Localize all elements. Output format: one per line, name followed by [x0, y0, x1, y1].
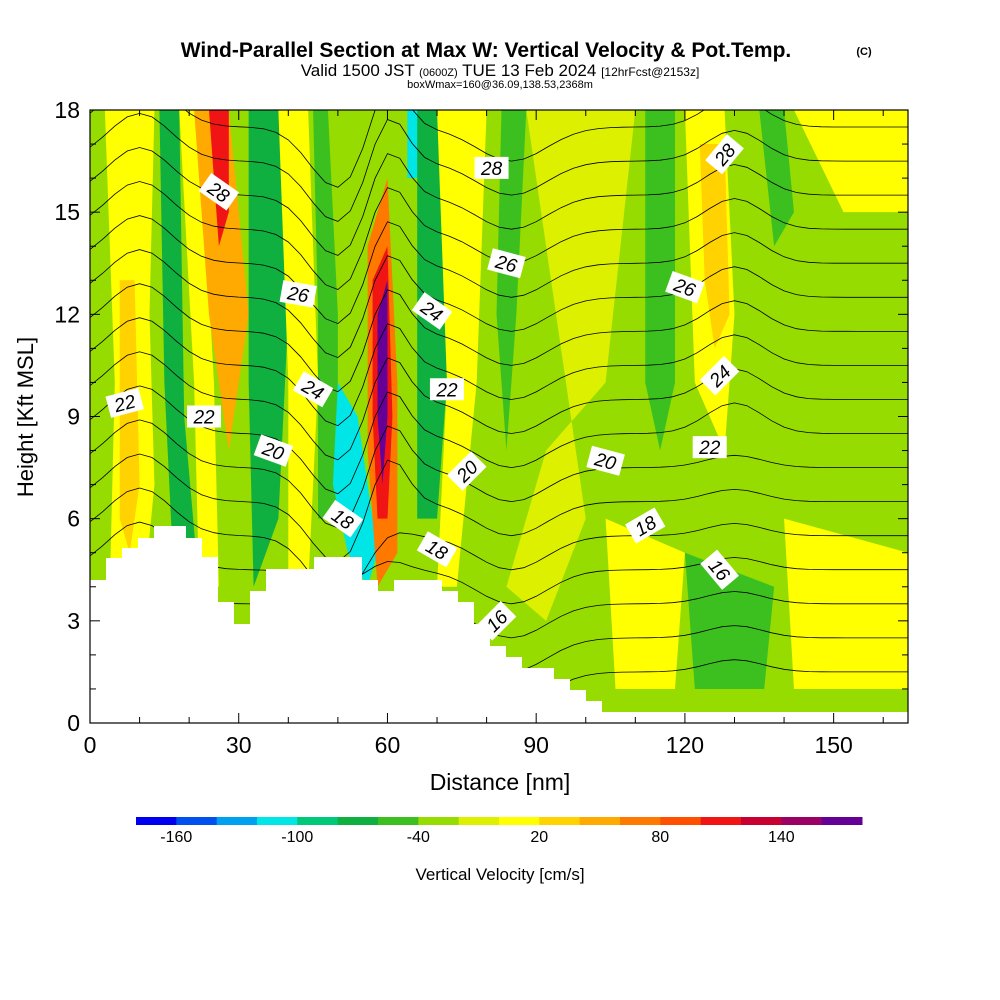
colorbar-swatch [821, 817, 863, 825]
colorbar-tick-label: 20 [530, 829, 548, 846]
y-tick-label: 18 [54, 97, 80, 123]
colorbar-swatch [660, 817, 702, 825]
field-band-yellow-6 [437, 110, 487, 587]
y-tick-label: 0 [67, 710, 80, 736]
field-band-green-low [684, 552, 775, 689]
terrain-mask [90, 526, 908, 723]
contour-label: 28 [474, 156, 509, 180]
x-tick-label: 0 [84, 732, 97, 758]
field-band-green-9 [645, 110, 675, 451]
theta-contour-line [90, 453, 908, 563]
subtitle-utc-time: (0600Z) [419, 67, 458, 79]
theta-contour-line [90, 419, 908, 529]
contour-label: 22 [187, 405, 222, 429]
theta-contour-line [90, 249, 908, 359]
colorbar-swatch [257, 817, 298, 825]
colorbar-tick-label: 140 [768, 829, 795, 846]
colorbar-swatch [781, 817, 823, 825]
colorbar-swatch [418, 817, 460, 825]
title-copyright-mark: (C) [856, 46, 872, 58]
contour-label-text: 22 [435, 380, 458, 401]
y-tick-label: 6 [67, 506, 80, 532]
field-band-green-11 [759, 110, 794, 247]
theta-contour-line [90, 521, 908, 605]
theta-contour-line [90, 385, 908, 495]
theta-contour-line [90, 283, 908, 393]
subtitle-date: TUE 13 Feb 2024 [462, 61, 596, 80]
field-band-cyan [332, 382, 378, 587]
contour-label-text: 28 [480, 159, 503, 180]
x-tick-label: 90 [523, 732, 549, 758]
colorbar-swatch [458, 817, 500, 825]
colorbar-swatch [499, 817, 540, 825]
colorbar-label: Vertical Velocity [cm/s] [415, 865, 584, 884]
colorbar-tick-label: -160 [160, 829, 192, 846]
theta-contour-line [90, 112, 908, 222]
contour-label: 22 [429, 378, 464, 401]
field-band-orange-10 [699, 144, 730, 349]
theta-contour-line [90, 317, 908, 427]
colorbar-swatch [539, 817, 581, 825]
x-tick-label: 60 [375, 732, 401, 758]
colorbar-tick-label: -40 [407, 829, 430, 846]
contour-label-text: 22 [698, 438, 721, 459]
field-band-orange-left [119, 280, 140, 553]
theta-contour-line [90, 487, 908, 598]
field-band-green-3 [248, 110, 289, 587]
colorbar: -160 -100 -40 20 80 140 [136, 817, 863, 846]
contour-label: 22 [692, 436, 727, 459]
field-band-yellow-2 [179, 110, 219, 587]
contour-label-text: 26 [285, 283, 311, 308]
colorbar-tick-label: -100 [281, 829, 313, 846]
field-band-green-1 [159, 110, 200, 587]
colorbar-tick-label: 80 [651, 829, 669, 846]
colorbar-swatch [297, 817, 339, 825]
axis-ticks [89, 109, 908, 724]
field-band-purple-core [377, 280, 388, 485]
x-tick-label: 150 [814, 732, 852, 758]
field-band-green-4 [313, 110, 338, 519]
theta-contour-line [90, 351, 908, 461]
colorbar-swatch [136, 817, 177, 825]
contour-label: 20 [586, 445, 625, 476]
contour-label: 26 [279, 280, 317, 308]
chart-title: Wind-Parallel Section at Max W: Vertical… [181, 39, 792, 62]
contour-label-text: 22 [192, 408, 215, 429]
theta-contour-line [90, 215, 908, 325]
chart-subtitle: Valid 1500 JST (0600Z) TUE 13 Feb 2024 [… [301, 61, 700, 80]
contour-label: 20 [253, 434, 294, 467]
y-tick-label: 12 [54, 301, 80, 327]
colorbar-swatch [378, 817, 419, 825]
field-band-green-7 [496, 110, 527, 451]
x-tick-label: 30 [226, 732, 252, 758]
colorbar-swatch [741, 817, 782, 825]
colorbar-swatch [337, 817, 379, 825]
colorbar-swatch [216, 817, 258, 825]
x-tick-label: 120 [666, 732, 704, 758]
chart-subtitle-box-wmax: boxWmax=160@36.09,138.53,2368m [407, 79, 593, 91]
x-axis-label: Distance [nm] [430, 769, 571, 795]
colorbar-swatch [176, 817, 218, 825]
field-band-yellow-4 [278, 110, 319, 587]
y-axis-label: Height [Kft MSL] [13, 337, 38, 497]
y-tick-label: 9 [67, 404, 80, 430]
colorbar-swatch [700, 817, 742, 825]
colorbar-swatch [620, 817, 661, 825]
subtitle-valid-time: Valid 1500 JST [301, 61, 415, 80]
colorbar-swatch [579, 817, 621, 825]
subtitle-forecast: [12hrFcst@2153z] [601, 65, 699, 79]
y-tick-label: 3 [67, 608, 80, 634]
field-band-red-2 [208, 110, 229, 247]
y-tick-label: 15 [54, 199, 80, 225]
